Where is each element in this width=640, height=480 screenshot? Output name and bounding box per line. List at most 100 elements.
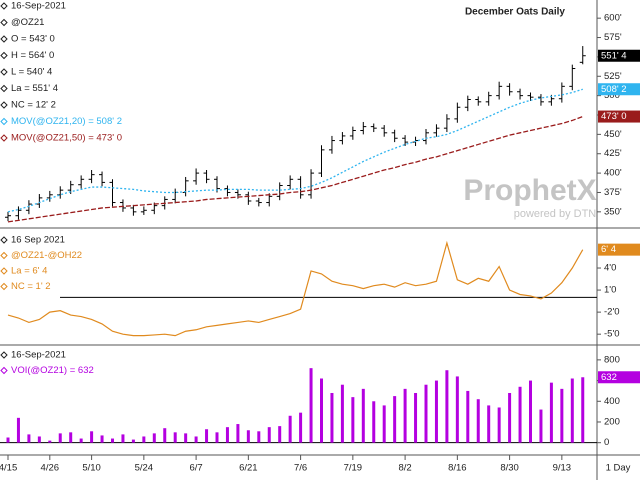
y-tick-label: 1'0 (604, 285, 616, 296)
volume-bar (288, 415, 292, 443)
x-tick-label: 6/21 (239, 463, 258, 474)
legend-marker (0, 84, 8, 93)
volume-bar (236, 424, 240, 443)
volume-bar (69, 432, 73, 443)
volume-bar (215, 432, 219, 443)
volume-bar (539, 409, 543, 443)
y-tick-label: 500' (604, 90, 622, 101)
volume-bar (257, 431, 261, 443)
series-line (7, 240, 584, 337)
last-value-box (598, 83, 640, 96)
legend-marker (0, 251, 8, 260)
volume-bar (372, 401, 376, 443)
y-tick-label: 4'0 (604, 263, 616, 274)
volume-bar (361, 388, 365, 443)
legend-marker (0, 68, 8, 76)
last-value-box (598, 371, 640, 384)
legend-marker (0, 117, 8, 126)
chart-title: December Oats Daily (465, 7, 565, 18)
moving-average-line (7, 115, 583, 223)
last-value-label: 473' 0 (601, 111, 627, 122)
x-tick-label: 5/10 (82, 463, 101, 474)
volume-bar (299, 412, 303, 443)
volume-bar (27, 434, 31, 443)
info-text: NC = 1' 2 (11, 281, 51, 292)
x-tick-label: 5/24 (135, 463, 154, 474)
y-tick-label: 525' (604, 71, 622, 82)
volume-bar (111, 438, 114, 443)
volume-bar (100, 435, 104, 443)
legend-marker (0, 267, 8, 275)
volume-bar (434, 380, 438, 443)
last-value-box (598, 110, 640, 123)
volume-bar (309, 368, 313, 443)
legend-marker (0, 35, 8, 43)
y-tick-label: 575' (604, 32, 622, 43)
info-text: H = 564' 0 (11, 50, 54, 61)
volume-bar (393, 396, 397, 443)
volume-bar (455, 376, 459, 443)
last-value-label: 632 (601, 372, 617, 383)
y-tick-label: 800 (604, 354, 620, 365)
legend-marker (0, 366, 8, 375)
watermark-tagline: powered by DTN (514, 208, 597, 220)
volume-bar (205, 429, 209, 443)
volume-bar (79, 438, 83, 443)
volume-bar (382, 405, 386, 443)
legend-marker (0, 282, 8, 291)
legend-marker (0, 351, 8, 359)
x-tick-label: 7/6 (294, 463, 307, 474)
volume-bar (246, 430, 250, 443)
volume-bar (37, 436, 41, 443)
legend-marker (0, 18, 8, 27)
volume-bar (267, 427, 271, 443)
legend-text: MOV(@OZ21,20) = 508' 2 (11, 116, 122, 127)
legend-marker (0, 134, 8, 142)
volume-bar (476, 399, 480, 443)
volume-bar (330, 392, 334, 443)
volume-bar (6, 437, 10, 443)
x-tick-label: 7/19 (344, 463, 363, 474)
y-tick-label: 200 (604, 416, 620, 427)
info-text: 16 Sep 2021 (11, 235, 65, 246)
volume-bar (173, 432, 177, 443)
y-tick-label: -2'0 (604, 307, 620, 318)
info-text: La = 6' 4 (11, 266, 47, 277)
legend-marker (0, 51, 8, 60)
volume-bar (121, 434, 125, 443)
y-tick-label: 350' (604, 206, 622, 217)
last-value-label: 508' 2 (601, 84, 627, 95)
legend-marker (0, 101, 8, 109)
y-tick-label: 375' (604, 187, 622, 198)
last-value-label: 6' 4 (601, 244, 616, 255)
moving-average-line (7, 88, 583, 213)
y-tick-label: 400 (604, 396, 620, 407)
info-text: 16-Sep-2021 (11, 350, 66, 361)
volume-bar (424, 384, 428, 443)
legend-text: MOV(@OZ21,50) = 473' 0 (11, 133, 122, 144)
x-tick-label: 8/30 (500, 463, 519, 474)
volume-bar (142, 436, 146, 443)
volume-bar (508, 392, 512, 443)
x-tick-label: 4/26 (41, 463, 60, 474)
legend-text: VOI(@OZ21) = 632 (11, 365, 94, 376)
volume-bar (90, 431, 94, 443)
volume-bar (570, 378, 574, 443)
y-tick-label: -5'0 (604, 329, 620, 340)
watermark-brand: ProphetX (463, 174, 596, 207)
volume-bar (549, 382, 553, 443)
info-text: O = 543' 0 (11, 34, 55, 45)
volume-bar (225, 427, 229, 443)
volume-bar (58, 433, 62, 443)
info-text: @OZ21 (11, 17, 44, 28)
volume-bar (16, 417, 20, 443)
legend-marker (0, 2, 8, 10)
period-label: 1 Day (606, 463, 631, 474)
info-text: 16-Sep-2021 (11, 1, 66, 12)
last-value-box (598, 49, 640, 62)
x-tick-label: 9/13 (553, 463, 572, 474)
volume-bar (131, 439, 135, 443)
x-tick-label: 8/16 (448, 463, 467, 474)
last-value-label: 551' 4 (601, 50, 627, 61)
legend-text: @OZ21-@OH22 (11, 250, 82, 261)
